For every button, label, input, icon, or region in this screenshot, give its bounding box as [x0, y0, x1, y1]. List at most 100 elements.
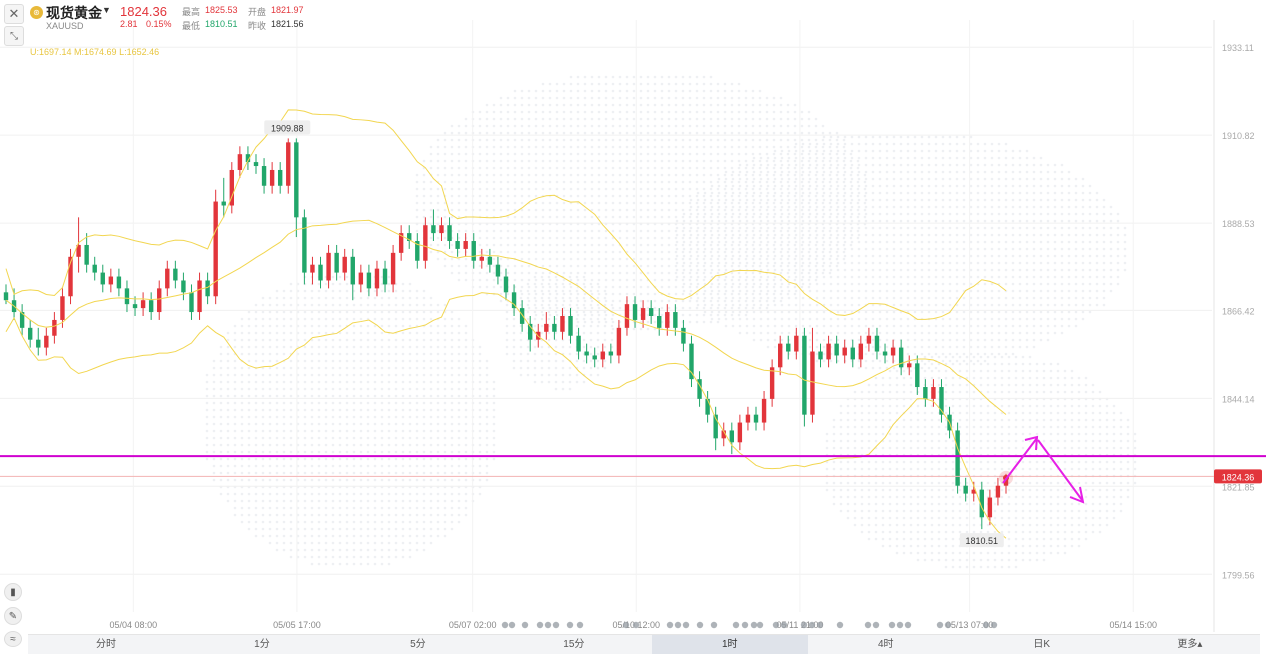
- event-dot: [576, 621, 584, 629]
- change-value: 2.81: [120, 19, 138, 29]
- candle-body: [302, 217, 307, 273]
- y-tick-label: 1821.85: [1222, 482, 1255, 492]
- candle-body: [455, 241, 460, 249]
- y-tick-label: 1844.14: [1222, 394, 1255, 404]
- candle-body: [786, 343, 791, 352]
- candle-body: [68, 256, 73, 297]
- event-dot: [536, 621, 544, 629]
- indicator-icon[interactable]: ▮: [4, 583, 22, 601]
- event-dot: [944, 621, 952, 629]
- boll-lower-line: [5, 292, 1007, 539]
- tab-timeframe-7[interactable]: 更多▴: [1177, 639, 1203, 650]
- low-value: 1810.51: [205, 19, 238, 29]
- candle-body: [915, 363, 920, 388]
- draw-pen-icon[interactable]: ✎: [4, 607, 22, 625]
- open-value: 1821.97: [271, 5, 304, 15]
- event-dot: [501, 621, 509, 629]
- candle-body: [640, 308, 646, 320]
- candle-body: [810, 351, 815, 415]
- candle-body: [277, 169, 283, 186]
- event-dot: [808, 621, 816, 629]
- candle-body: [745, 414, 751, 423]
- candle-body: [415, 241, 420, 261]
- candle-body: [761, 398, 767, 423]
- event-dot: [544, 621, 552, 629]
- candle-body: [189, 292, 194, 313]
- tab-timeframe-0[interactable]: 分时: [95, 639, 116, 650]
- chevron-down-icon[interactable]: ▼: [102, 5, 111, 15]
- candle-body: [140, 300, 146, 309]
- event-dot: [982, 621, 990, 629]
- tab-timeframe-1[interactable]: 1分: [254, 639, 270, 650]
- candle-body: [60, 296, 65, 320]
- candle-body: [519, 308, 525, 324]
- candlestick-chart[interactable]: 1933.11 1910.82 1888.53 1866.42 1844.14 1821.…: [0, 0, 1266, 632]
- candle-body: [237, 154, 243, 170]
- candle-body: [681, 327, 686, 344]
- low-marker: 1810.51: [966, 536, 999, 546]
- tab-timeframe-3[interactable]: 15分: [563, 639, 585, 650]
- event-dot: [756, 621, 764, 629]
- close-icon[interactable]: ✕: [4, 4, 24, 24]
- candle-body: [527, 323, 533, 340]
- arrow-down-head: [1069, 486, 1085, 504]
- chart-type-icon[interactable]: ≈: [4, 631, 22, 647]
- y-tick-label: 1866.42: [1222, 306, 1255, 316]
- candle-body: [818, 351, 823, 360]
- event-dot: [780, 621, 788, 629]
- tab-timeframe-2[interactable]: 5分: [410, 639, 426, 650]
- tab-timeframe-4[interactable]: 1时: [651, 635, 808, 654]
- candle-body: [632, 304, 638, 320]
- x-tick-label: 05/07 02:00: [449, 620, 497, 630]
- candle-body: [334, 252, 339, 273]
- candle-body: [157, 288, 162, 313]
- candle-body: [431, 225, 436, 234]
- event-dot: [750, 621, 758, 629]
- candle-body: [44, 335, 49, 348]
- candle-body: [769, 367, 775, 399]
- candle-body: [898, 347, 904, 368]
- candle-body: [544, 323, 549, 332]
- prev-close-value: 1821.56: [271, 19, 304, 29]
- candle-body: [713, 414, 718, 439]
- candle-body: [52, 319, 57, 336]
- candle-body: [366, 272, 372, 289]
- symbol-name[interactable]: 现货黄金: [46, 5, 102, 21]
- event-dot: [904, 621, 912, 629]
- y-tick-label: 1799.56: [1222, 570, 1255, 580]
- current-price-tag: 1824.36: [1222, 472, 1255, 482]
- low-marker-bg: [959, 533, 1004, 548]
- candle-body: [882, 351, 888, 356]
- candle-body: [600, 351, 605, 360]
- candle-body: [503, 276, 509, 293]
- y-tick-label: 1910.82: [1222, 131, 1255, 141]
- candle-body: [261, 166, 267, 186]
- event-dot: [674, 621, 682, 629]
- candle-body: [931, 387, 936, 399]
- candle-body: [407, 233, 412, 242]
- event-dot: [936, 621, 944, 629]
- last-price: 1824.36: [120, 4, 167, 19]
- candle-body: [979, 489, 985, 518]
- high-value: 1825.53: [205, 5, 238, 15]
- event-dot: [508, 621, 516, 629]
- candle-body: [27, 327, 33, 340]
- high-label: 最高: [182, 7, 201, 17]
- symbol-code: XAUUSD: [46, 21, 84, 31]
- tab-timeframe-6[interactable]: 日K: [1033, 639, 1051, 650]
- event-dot: [888, 621, 896, 629]
- candle-body: [987, 497, 993, 518]
- boll-upper-line: [5, 109, 1007, 320]
- candle-body: [971, 489, 976, 494]
- candle-body: [963, 485, 968, 494]
- collapse-icon[interactable]: ⤡: [4, 26, 24, 46]
- event-dot: [741, 621, 749, 629]
- tab-timeframe-5[interactable]: 4时: [877, 639, 894, 650]
- candle-body: [576, 335, 581, 352]
- candle-body: [173, 268, 178, 281]
- chart-area[interactable]: 1933.11 1910.82 1888.53 1866.42 1844.14 1821.…: [0, 0, 1266, 632]
- event-dot: [622, 621, 630, 629]
- candle-body: [197, 280, 202, 313]
- candle-body: [608, 351, 614, 356]
- quote-header: ✕ ⤡ ⊛ 现货黄金 ▼ XAUUSD 1824.36 2.81 0.15% 最…: [0, 0, 600, 48]
